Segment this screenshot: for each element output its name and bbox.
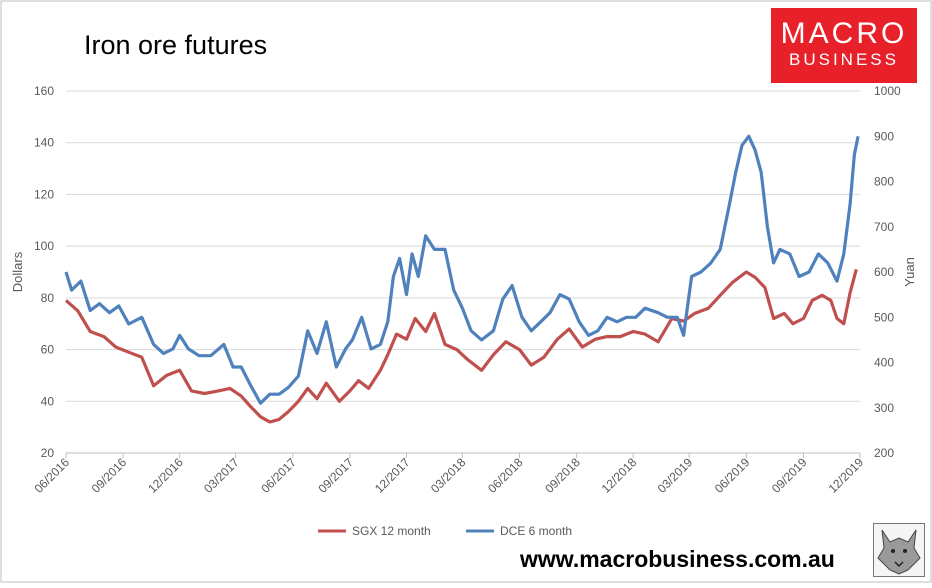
y2-tick-label: 400 bbox=[874, 356, 894, 370]
y-tick-label: 40 bbox=[41, 394, 55, 408]
y2-tick-label: 300 bbox=[874, 401, 894, 415]
y-tick-label: 140 bbox=[34, 136, 54, 150]
wolf-icon bbox=[873, 523, 925, 577]
logo-line-2: BUSINESS bbox=[789, 50, 899, 69]
right-axis-ticks: 200 300 400 500 600 700 800 900 1000 bbox=[874, 84, 901, 460]
y2-tick-label: 800 bbox=[874, 175, 894, 189]
website-url: www.macrobusiness.com.au bbox=[520, 546, 835, 572]
series-line-sgx-12-month bbox=[64, 268, 858, 424]
y2-tick-label: 600 bbox=[874, 265, 894, 279]
logo-line-1: MACRO bbox=[780, 17, 908, 50]
y-tick-label: 160 bbox=[34, 84, 54, 98]
y2-tick-label: 1000 bbox=[874, 84, 901, 98]
y2-tick-label: 900 bbox=[874, 129, 894, 143]
y2-tick-label: 700 bbox=[874, 220, 894, 234]
y2-axis-label: Yuan bbox=[902, 257, 917, 287]
y2-tick-label: 200 bbox=[874, 446, 894, 460]
y2-tick-label: 500 bbox=[874, 310, 894, 324]
y-tick-label: 20 bbox=[41, 446, 55, 460]
y-axis-label: Dollars bbox=[10, 251, 25, 292]
legend: SGX 12 month DCE 6 month bbox=[318, 524, 572, 538]
macrobusiness-logo: MACRO BUSINESS bbox=[771, 8, 917, 83]
series-lines bbox=[64, 134, 860, 424]
legend-label-dce: DCE 6 month bbox=[500, 524, 572, 538]
y-tick-label: 100 bbox=[34, 239, 54, 253]
series-line-dce-6-month bbox=[64, 134, 860, 405]
chart-title: Iron ore futures bbox=[84, 30, 268, 60]
legend-label-sgx: SGX 12 month bbox=[352, 524, 431, 538]
y-tick-label: 80 bbox=[41, 291, 55, 305]
left-axis-ticks: 20 40 60 80 100 120 140 160 bbox=[34, 84, 54, 460]
y-tick-label: 60 bbox=[41, 343, 55, 357]
y-tick-label: 120 bbox=[34, 187, 54, 201]
gridlines bbox=[66, 90, 860, 454]
